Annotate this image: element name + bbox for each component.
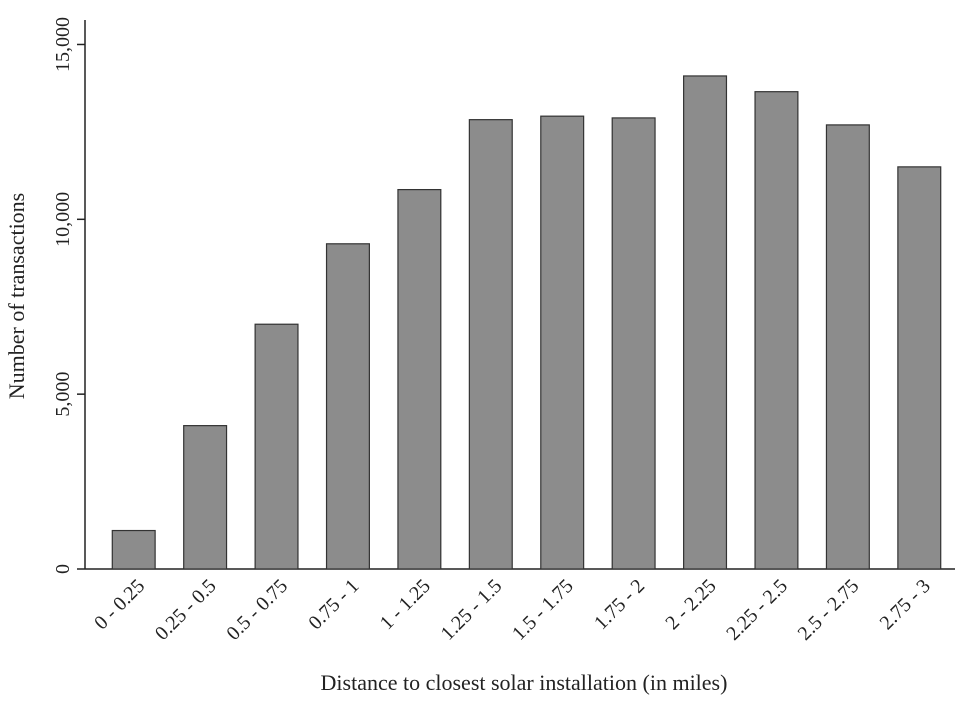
bar	[325, 243, 370, 570]
bar	[540, 115, 585, 570]
y-tick-label: 0	[52, 564, 74, 574]
x-tick-label: 1.25 - 1.5	[437, 575, 507, 645]
x-tick-label: 0.75 - 1	[304, 575, 363, 634]
bar	[825, 124, 870, 570]
bar	[897, 166, 942, 570]
bar	[183, 425, 228, 570]
x-tick-label: 2 - 2.25	[661, 575, 720, 634]
x-tick-label: 2.75 - 3	[876, 575, 935, 634]
bar	[611, 117, 656, 570]
x-tick-label: 2.25 - 2.5	[722, 575, 792, 645]
y-tick-label: 15,000	[52, 17, 74, 72]
bar	[754, 91, 799, 570]
x-tick-label: 1.75 - 2	[590, 575, 649, 634]
bar	[397, 188, 442, 570]
x-tick-label: 0 - 0.25	[90, 575, 149, 634]
bar	[468, 119, 513, 570]
x-tick-label: 1.5 - 1.75	[508, 575, 578, 645]
bar	[111, 529, 156, 570]
x-tick-label: 0.5 - 0.75	[222, 575, 292, 645]
y-tick-label: 5,000	[52, 372, 74, 417]
x-axis-label: Distance to closest solar installation (…	[321, 670, 728, 695]
x-tick-label: 2.5 - 2.75	[794, 575, 864, 645]
y-axis-label: Number of transactions	[4, 193, 29, 400]
y-tick-label: 10,000	[52, 192, 74, 247]
x-tick-label: 1 - 1.25	[376, 575, 435, 634]
bar	[683, 75, 728, 570]
bar	[254, 323, 299, 570]
x-tick-label: 0.25 - 0.5	[151, 575, 221, 645]
